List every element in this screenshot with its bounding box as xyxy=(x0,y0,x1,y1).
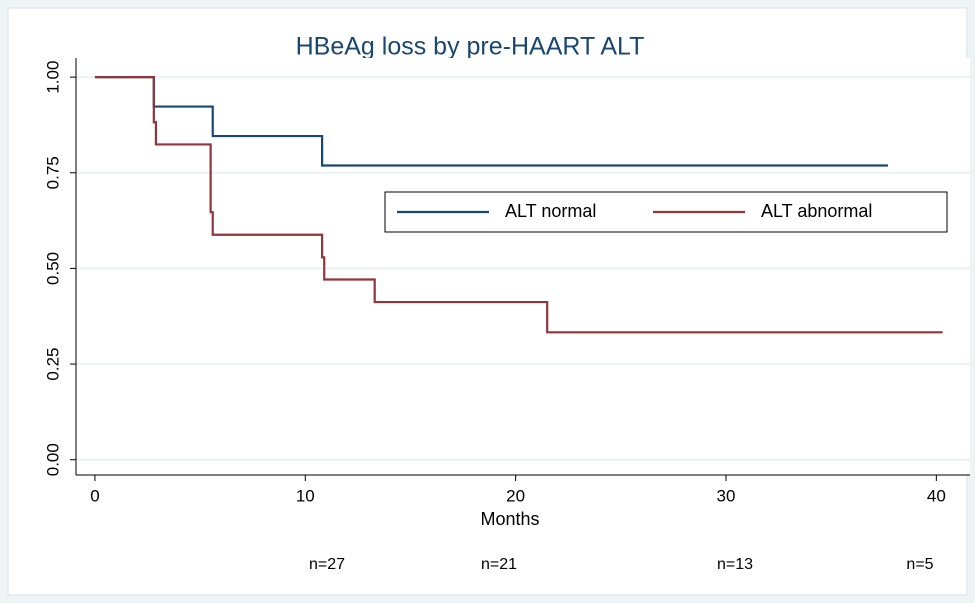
y-tick-label: 0.25 xyxy=(43,348,62,381)
at-risk-label: n=5 xyxy=(906,556,933,573)
survival-line xyxy=(94,76,943,334)
legend-label: ALT normal xyxy=(505,201,596,221)
x-tick-label: 30 xyxy=(717,486,736,505)
plot-region xyxy=(76,58,970,475)
y-tick-label: 0.75 xyxy=(43,156,62,189)
x-axis-label: Months xyxy=(480,509,539,529)
at-risk-label: n=27 xyxy=(309,556,345,573)
x-tick-label: 10 xyxy=(296,486,315,505)
x-tick-label: 0 xyxy=(90,486,99,505)
x-tick-label: 20 xyxy=(506,486,525,505)
y-tick-label: 0.00 xyxy=(43,443,62,476)
y-tick-label: 0.50 xyxy=(43,252,62,285)
legend-label: ALT abnormal xyxy=(761,201,872,221)
y-tick-label: 1.00 xyxy=(43,61,62,94)
x-tick-label: 40 xyxy=(927,486,946,505)
at-risk-label: n=13 xyxy=(717,556,753,573)
at-risk-label: n=21 xyxy=(481,556,517,573)
chart-title: HBeAg loss by pre-HAART ALT xyxy=(296,33,645,61)
